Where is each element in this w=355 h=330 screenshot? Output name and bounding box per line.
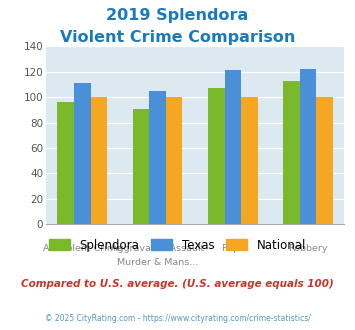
Text: Compared to U.S. average. (U.S. average equals 100): Compared to U.S. average. (U.S. average …: [21, 279, 334, 289]
Bar: [225, 70, 241, 224]
Bar: [133, 109, 149, 224]
Legend: Splendora, Texas, National: Splendora, Texas, National: [49, 239, 306, 251]
Bar: [166, 97, 182, 224]
Text: All Violent Crime: All Violent Crime: [43, 244, 122, 253]
Bar: [74, 83, 91, 224]
Bar: [58, 102, 74, 224]
Bar: [241, 97, 258, 224]
Text: Robbery: Robbery: [289, 244, 328, 253]
Text: Aggravated Assault: Aggravated Assault: [111, 244, 204, 253]
Text: Murder & Mans...: Murder & Mans...: [117, 258, 198, 267]
Text: 2019 Splendora: 2019 Splendora: [106, 8, 248, 23]
Bar: [317, 97, 333, 224]
Bar: [208, 88, 225, 224]
Bar: [91, 97, 107, 224]
Text: Rape: Rape: [221, 244, 245, 253]
Bar: [300, 69, 317, 224]
Text: Violent Crime Comparison: Violent Crime Comparison: [60, 30, 295, 45]
Text: © 2025 CityRating.com - https://www.cityrating.com/crime-statistics/: © 2025 CityRating.com - https://www.city…: [45, 314, 310, 323]
Bar: [149, 91, 166, 224]
Bar: [283, 81, 300, 224]
